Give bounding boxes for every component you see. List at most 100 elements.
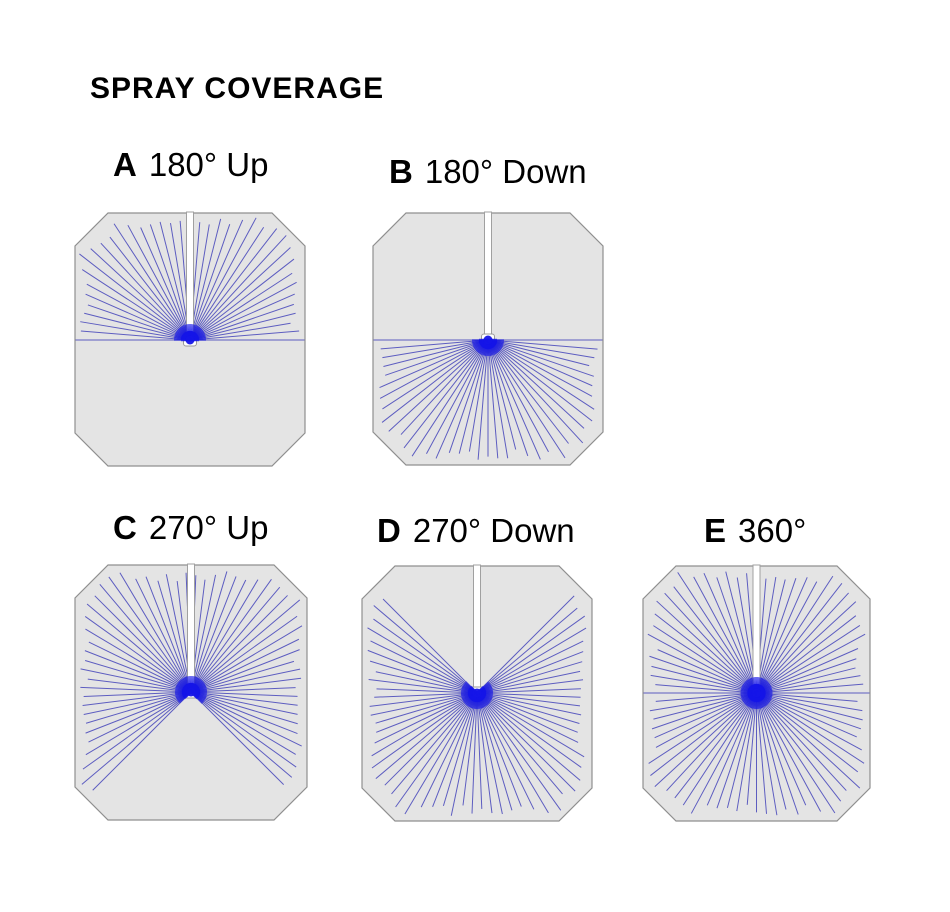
spray-line xyxy=(85,692,190,734)
spray-line xyxy=(86,283,189,340)
spray-line xyxy=(489,340,594,377)
spray-line xyxy=(756,694,807,806)
spray-line xyxy=(92,693,190,791)
spray-line xyxy=(477,694,563,795)
spray-line xyxy=(86,603,190,692)
spray-line xyxy=(376,693,476,733)
spray-line xyxy=(84,659,190,692)
spray-line xyxy=(478,693,578,733)
spray-line xyxy=(664,592,756,692)
spray-line xyxy=(432,694,477,807)
spray-line xyxy=(488,341,517,450)
spray-line xyxy=(426,341,488,454)
spray-line xyxy=(653,625,756,693)
spray-lines xyxy=(643,571,870,816)
spray-line xyxy=(489,340,593,397)
spray-line xyxy=(448,341,488,453)
spray-line xyxy=(381,340,487,423)
spray-line xyxy=(411,341,488,457)
spray-line xyxy=(489,340,593,387)
spray-line xyxy=(656,600,756,693)
spray-line xyxy=(468,341,489,452)
spray-line xyxy=(192,599,301,692)
panel-coverage-text: 180° Up xyxy=(148,146,269,183)
spray-line xyxy=(373,618,476,693)
spray-line xyxy=(191,586,281,691)
spray-line xyxy=(487,341,499,459)
spray-line xyxy=(758,693,863,721)
spray-lines xyxy=(80,571,303,791)
panel-d xyxy=(361,564,593,822)
spray-line xyxy=(476,694,493,814)
panel-c xyxy=(74,563,308,821)
spray-line xyxy=(725,571,757,692)
spray-line xyxy=(367,627,476,693)
spray-line xyxy=(477,694,535,810)
spray-line xyxy=(371,693,476,769)
panel-letter: D xyxy=(377,512,401,549)
panel-b xyxy=(372,211,604,466)
spray-line xyxy=(478,640,584,693)
spray-line xyxy=(693,576,756,692)
spray-line xyxy=(476,694,483,809)
spray-burst xyxy=(174,675,208,704)
spray-line xyxy=(376,688,476,694)
spray-line xyxy=(758,692,863,712)
spray-line xyxy=(757,601,857,693)
spray-line xyxy=(654,693,756,787)
spray-line xyxy=(192,649,300,692)
spray-line xyxy=(442,694,477,806)
burst-center xyxy=(472,688,482,698)
spray-line xyxy=(477,694,562,811)
spray-line xyxy=(119,572,191,691)
spray-line xyxy=(478,693,579,743)
spray-line xyxy=(420,694,477,808)
spray-line xyxy=(192,692,298,725)
spray-line xyxy=(191,571,228,691)
spray-line xyxy=(192,691,298,697)
spray-line xyxy=(471,694,478,814)
spray-line xyxy=(191,579,247,691)
spray-line xyxy=(758,693,857,738)
spray-line xyxy=(489,340,585,429)
spray-line xyxy=(673,586,756,692)
spray-line xyxy=(82,691,190,707)
spray-line xyxy=(404,694,477,815)
spray-line xyxy=(757,592,849,692)
spray-line xyxy=(489,340,590,367)
spray-line xyxy=(477,694,522,807)
spray-line xyxy=(192,691,298,715)
spray-line xyxy=(159,221,190,339)
spray-line xyxy=(388,340,487,432)
drop-pipe xyxy=(473,564,481,688)
panel-letter: A xyxy=(113,146,137,183)
spray-line xyxy=(478,607,578,693)
panel-letter: E xyxy=(704,512,727,549)
spray-line xyxy=(655,692,755,702)
spray-line xyxy=(87,304,189,340)
spray-line xyxy=(375,671,476,694)
spray-line xyxy=(192,692,302,747)
spray-line xyxy=(757,575,834,692)
spray-line xyxy=(374,692,476,698)
spray-line xyxy=(192,692,297,768)
spray-line xyxy=(655,693,755,748)
spray-line xyxy=(84,650,190,692)
spray-line xyxy=(79,253,189,340)
spray-line xyxy=(395,694,477,808)
spray-line xyxy=(756,694,787,810)
spray-line xyxy=(192,691,298,706)
spray-line xyxy=(476,694,503,815)
drop-pipe xyxy=(752,564,761,688)
panel-coverage-text: 360° xyxy=(738,512,807,549)
spray-line xyxy=(478,595,575,692)
drop-pipe xyxy=(186,211,194,335)
panel-e xyxy=(642,564,871,822)
spray-line xyxy=(477,341,489,460)
spray-line xyxy=(757,693,865,764)
spray-line xyxy=(758,633,866,693)
panel-a xyxy=(74,211,306,467)
spray-line xyxy=(435,341,488,459)
spray-line xyxy=(371,693,476,757)
